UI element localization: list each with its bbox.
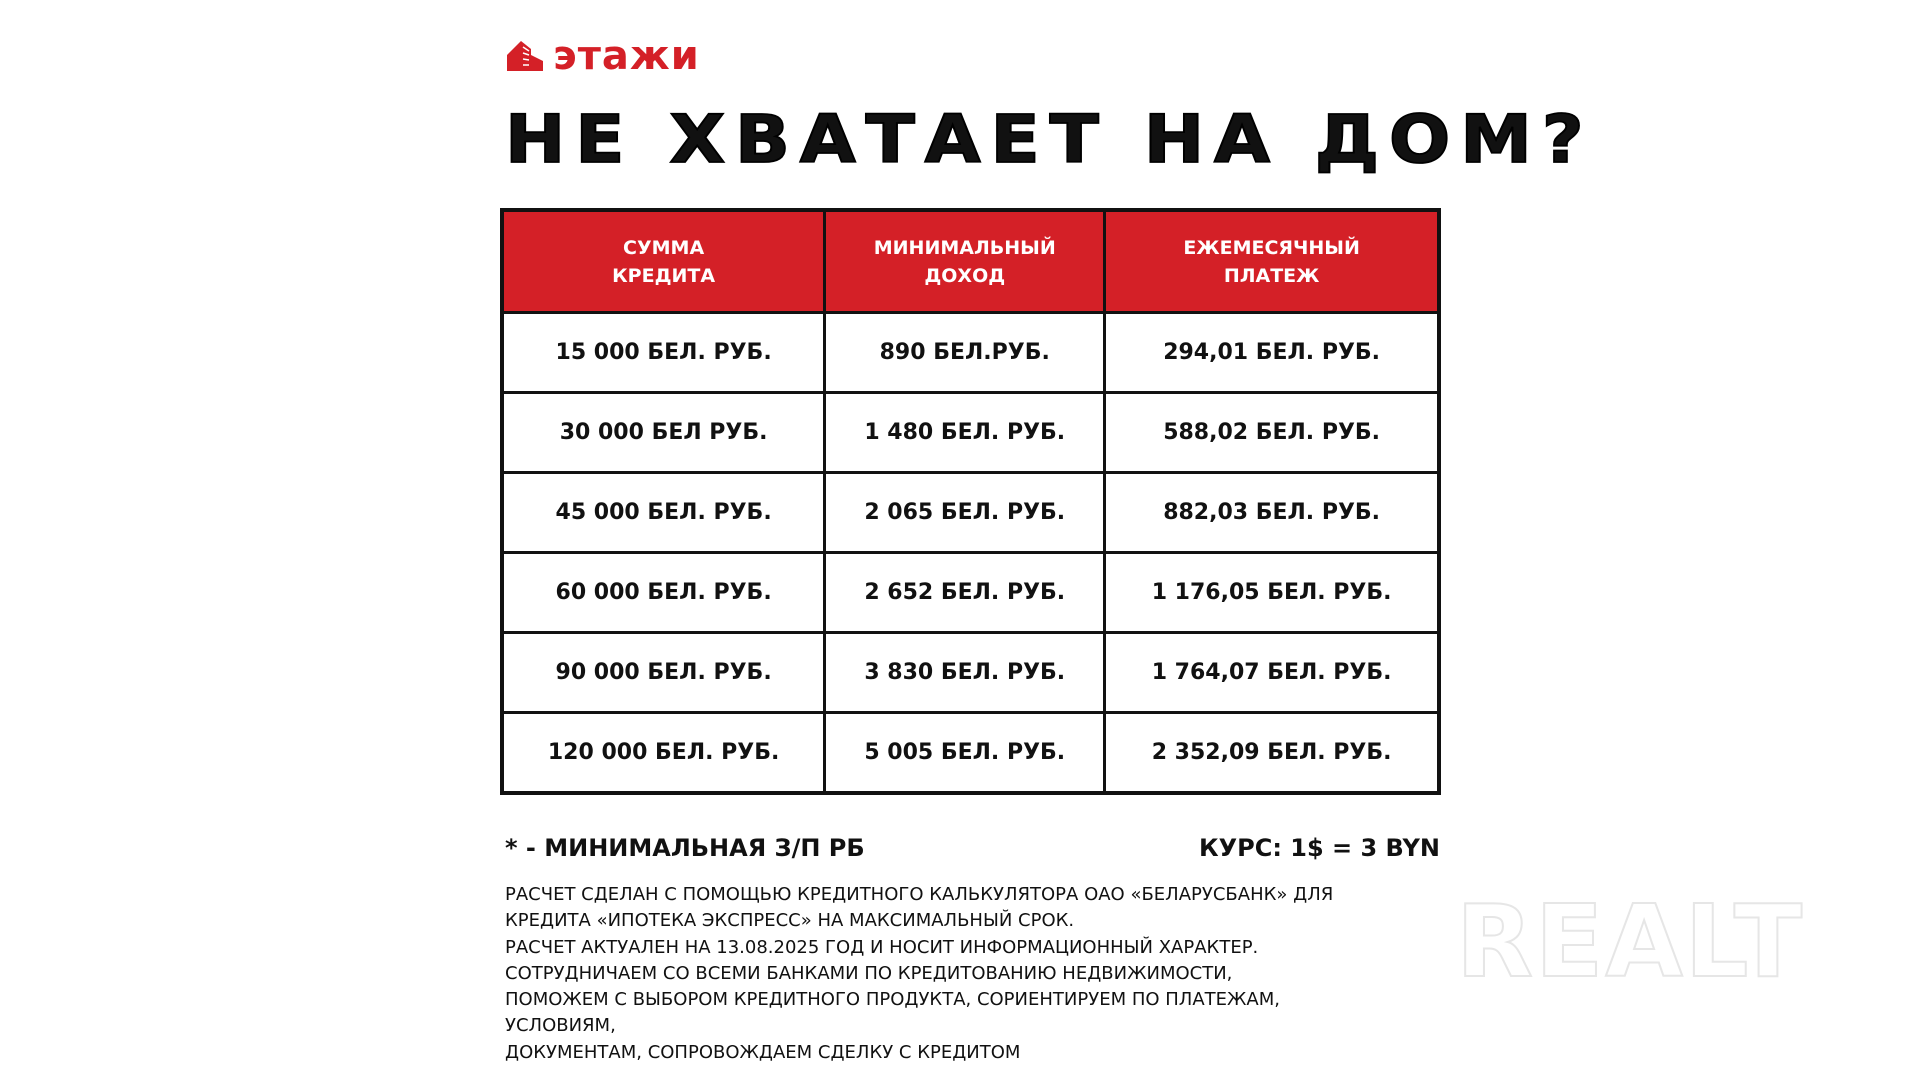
disclaimer-line: КРЕДИТА «ИПОТЕКА ЭКСПРЕСС» НА МАКСИМАЛЬН… [505,910,1075,932]
table-cell: 60 000 БЕЛ. РУБ. [500,551,827,634]
disclaimer-line: УСЛОВИЯМ, [505,1015,616,1037]
table-cell: 1 176,05 БЕЛ. РУБ. [1103,551,1441,634]
column-header-line: СУММА [623,236,705,259]
table-cell: 2 065 БЕЛ. РУБ. [823,471,1107,554]
column-header-line: КРЕДИТА [612,264,716,287]
table-cell: 890 БЕЛ.РУБ. [823,311,1107,394]
table-cell: 120 000 БЕЛ. РУБ. [500,711,827,795]
table-row: 120 000 БЕЛ. РУБ. 5 005 БЕЛ. РУБ. 2 352,09… [500,711,1441,795]
table-cell: 45 000 БЕЛ. РУБ. [500,471,827,554]
disclaimer-line: РАСЧЕТ СДЕЛАН С ПОМОЩЬЮ КРЕДИТНОГО КАЛЬК… [505,884,1334,905]
table-cell: 882,03 БЕЛ. РУБ. [1103,471,1441,554]
table-row: 30 000 БЕЛ РУБ. 1 480 БЕЛ. РУБ. 588,02 БЕЛ… [500,391,1441,474]
brand-logo: этажи [507,36,700,76]
column-header-line: ПЛАТЕЖ [1223,264,1320,287]
table-row: 90 000 БЕЛ. РУБ. 3 830 БЕЛ. РУБ. 1 764,07 … [500,631,1441,714]
realt-watermark: REALT [1455,883,1805,1000]
table-header-row: СУММА КРЕДИТА МИНИМАЛЬНЫЙ ДОХОД ЕЖЕМЕСЯЧНЫЙ П… [500,208,1441,314]
table-cell: 294,01 БЕЛ. РУБ. [1103,311,1441,394]
table-cell: 2 652 БЕЛ. РУБ. [823,551,1107,634]
min-wage-note: * - МИНИМАЛЬНАЯ З/П РБ [505,834,865,862]
disclaimer-line: СОТРУДНИЧАЕМ СО ВСЕМИ БАНКАМИ ПО КРЕДИТО… [505,962,1233,984]
table-cell: 90 000 БЕЛ. РУБ. [500,631,827,714]
table-cell: 3 830 БЕЛ. РУБ. [823,631,1107,714]
table-cell: 1 480 БЕЛ. РУБ. [823,391,1107,474]
column-header: МИНИМАЛЬНЫЙ ДОХОД [823,208,1107,314]
disclaimer-line: ПОМОЖЕМ С ВЫБОРОМ КРЕДИТНОГО ПРОДУКТА, С… [505,989,1280,1011]
table-cell: 1 764,07 БЕЛ. РУБ. [1103,631,1441,714]
column-header: СУММА КРЕДИТА [500,208,827,314]
page-title: НЕ ХВАТАЕТ НА ДОМ? [504,100,1594,178]
exchange-rate-note: КУРС: 1$ = 3 BYN [1199,834,1440,862]
table-cell: 2 352,09 БЕЛ. РУБ. [1103,711,1441,795]
column-header-line: МИНИМАЛЬНЫЙ [873,236,1056,259]
table-cell: 5 005 БЕЛ. РУБ. [823,711,1107,795]
table-cell: 588,02 БЕЛ. РУБ. [1103,391,1441,474]
table-row: 15 000 БЕЛ. РУБ. 890 БЕЛ.РУБ. 294,01 БЕЛ. … [500,311,1441,394]
table-cell: 30 000 БЕЛ РУБ. [500,391,827,474]
disclaimer-text: РАСЧЕТ СДЕЛАН С ПОМОЩЬЮ КРЕДИТНОГО КАЛЬК… [505,882,1465,1066]
building-icon [507,41,543,71]
table-cell: 15 000 БЕЛ. РУБ. [500,311,827,394]
table-row: 60 000 БЕЛ. РУБ. 2 652 БЕЛ. РУБ. 1 176,05 … [500,551,1441,634]
column-header-line: ДОХОД [924,264,1006,287]
disclaimer-line: РАСЧЕТ АКТУАЛЕН НА 13.08.2025 ГОД И НОСИ… [505,936,1259,958]
table-row: 45 000 БЕЛ. РУБ. 2 065 БЕЛ. РУБ. 882,03 БЕ… [500,471,1441,554]
column-header-line: ЕЖЕМЕСЯЧНЫЙ [1183,236,1360,259]
disclaimer-line: ДОКУМЕНТАМ, СОПРОВОЖДАЕМ СДЕЛКУ С КРЕДИТ… [505,1041,1021,1063]
logo-text: этажи [553,33,700,79]
column-header: ЕЖЕМЕСЯЧНЫЙ ПЛАТЕЖ [1103,208,1441,314]
loan-table: СУММА КРЕДИТА МИНИМАЛЬНЫЙ ДОХОД ЕЖЕМЕСЯЧНЫЙ П… [500,208,1441,795]
